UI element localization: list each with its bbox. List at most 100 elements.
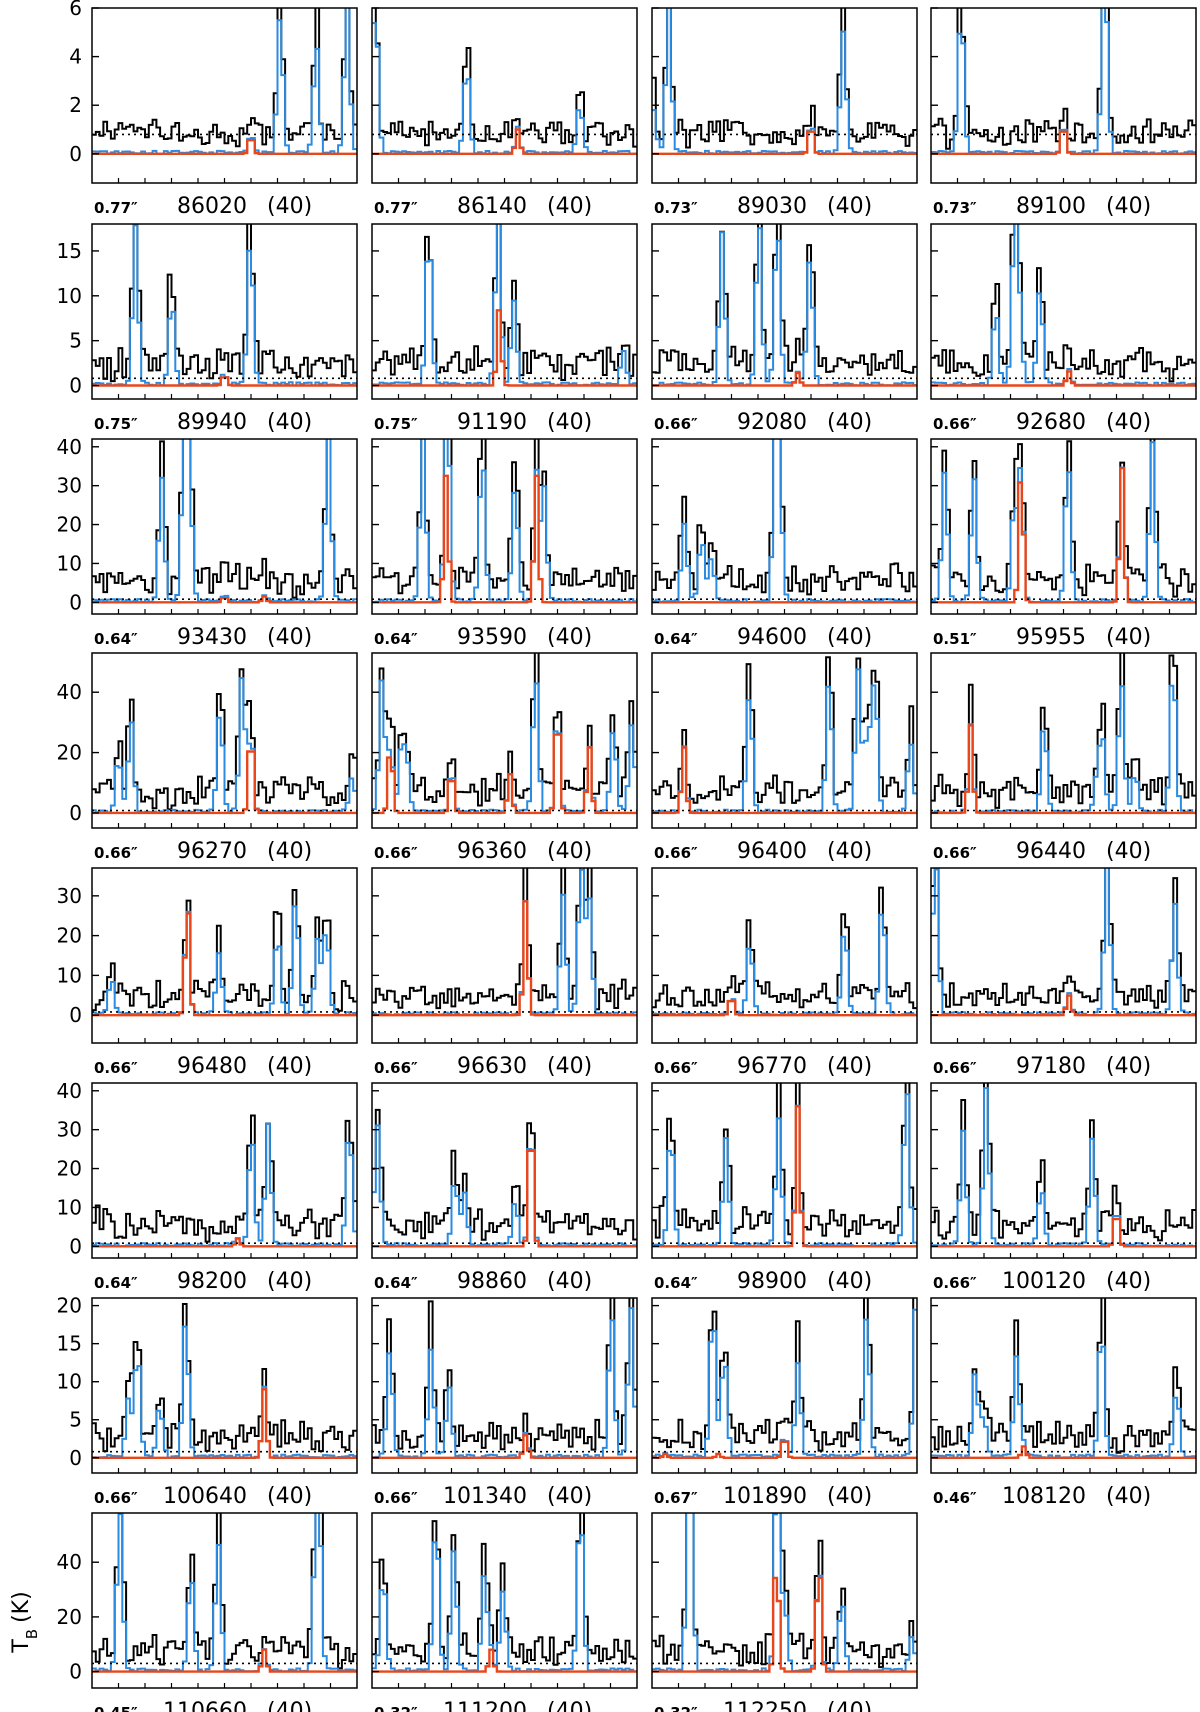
beam-size-label: 0.66″	[933, 415, 977, 433]
frequency-label: 101340	[443, 1484, 527, 1509]
velocity-range-label: (40)	[547, 1484, 592, 1509]
molecule-model-spectrum-line	[372, 1149, 637, 1248]
spectrum-panel: 0.66″ 96400 (40)	[651, 652, 918, 864]
spectrum-panel: 0 5 10 15 0.75″ 89940 (40)	[57, 223, 358, 435]
frequency-label: 96480	[177, 1054, 247, 1079]
spectrum-panel: 0.66″ 96440 (40)	[930, 652, 1197, 864]
observed-spectrum-line	[931, 8, 1196, 150]
frequency-label: 86020	[177, 194, 247, 219]
panel-frame	[91, 7, 358, 184]
panel-traces	[931, 1298, 1196, 1459]
velocity-range-label: (40)	[267, 194, 312, 219]
observed-spectrum-line	[652, 1083, 917, 1239]
spectrum-panel: 0.66″ 92080 (40)	[651, 223, 918, 435]
beam-size-label: 0.45″	[94, 1704, 138, 1712]
panel-traces	[931, 439, 1196, 604]
y-tick-label: 10	[57, 551, 82, 575]
frequency-label: 93430	[177, 625, 247, 650]
full-model-spectrum-line	[652, 1308, 917, 1459]
frequency-label: 97180	[1016, 1054, 1086, 1079]
velocity-range-label: (40)	[827, 1054, 872, 1079]
y-tick-label: 15	[57, 239, 82, 263]
panel-traces	[931, 868, 1196, 1017]
frequency-label: 96360	[457, 839, 527, 864]
molecule-model-spectrum-line	[92, 139, 357, 155]
molecule-model-spectrum-line	[92, 595, 357, 604]
spectrum-panel: 0 10 20 30 0.66″ 96480 (40)	[57, 867, 358, 1079]
y-tick-label: 0	[69, 1003, 82, 1027]
molecule-model-spectrum-line	[92, 1388, 357, 1459]
velocity-range-label: (40)	[547, 839, 592, 864]
spectrum-panel: 0.66″ 100120 (40)	[930, 1082, 1197, 1294]
full-model-spectrum-line	[92, 8, 357, 155]
observed-spectrum-line	[372, 868, 637, 1011]
velocity-range-label: (40)	[1106, 1054, 1151, 1079]
y-tick-label: 0	[69, 590, 82, 614]
spectrum-panel: 0.66″ 97180 (40)	[930, 867, 1197, 1079]
beam-size-label: 0.66″	[654, 844, 698, 862]
panel-frame	[91, 867, 358, 1044]
velocity-range-label: (40)	[267, 625, 312, 650]
observed-spectrum-line	[652, 886, 917, 1010]
spectrum-panel: 0.66″ 96770 (40)	[651, 867, 918, 1079]
velocity-range-label: (40)	[547, 410, 592, 435]
velocity-range-label: (40)	[267, 410, 312, 435]
observed-spectrum-line	[931, 1298, 1196, 1454]
observed-spectrum-line	[931, 224, 1196, 383]
velocity-range-label: (40)	[547, 1054, 592, 1079]
beam-size-label: 0.77″	[374, 199, 418, 217]
observed-spectrum-line	[92, 1513, 357, 1670]
full-model-spectrum-line	[92, 439, 357, 604]
spectrum-panel: 0.67″ 101890 (40)	[651, 1297, 918, 1509]
frequency-label: 100640	[163, 1484, 247, 1509]
frequency-label: 96630	[457, 1054, 527, 1079]
panel-traces	[652, 886, 917, 1017]
frequency-label: 111200	[443, 1699, 527, 1712]
spectrum-panel: 0.75″ 91190 (40)	[371, 223, 638, 435]
panel-traces	[372, 653, 637, 815]
frequency-label: 96400	[737, 839, 807, 864]
observed-spectrum-line	[92, 439, 357, 599]
beam-size-label: 0.64″	[374, 630, 418, 648]
panel-traces	[372, 224, 637, 387]
velocity-range-label: (40)	[267, 1699, 312, 1712]
full-model-spectrum-line	[92, 1122, 357, 1248]
observed-spectrum-line	[372, 1298, 637, 1452]
frequency-label: 86140	[457, 194, 527, 219]
molecule-model-spectrum-line	[652, 1576, 917, 1673]
beam-size-label: 0.77″	[94, 199, 138, 217]
spectrum-panel: 0.73″ 89030 (40)	[651, 7, 918, 219]
molecule-model-spectrum-line	[92, 750, 357, 815]
panel-traces	[652, 8, 917, 155]
y-tick-label: 40	[57, 1550, 82, 1574]
panel-traces	[92, 1513, 357, 1673]
molecule-model-spectrum-line	[652, 746, 917, 815]
beam-size-label: 0.73″	[933, 199, 977, 217]
molecule-model-spectrum-line	[92, 912, 357, 1017]
velocity-range-label: (40)	[1106, 194, 1151, 219]
molecule-model-spectrum-line	[931, 994, 1196, 1017]
velocity-range-label: (40)	[267, 1054, 312, 1079]
frequency-label: 92680	[1016, 410, 1086, 435]
panel-traces	[92, 668, 357, 815]
spectrum-panel: 0 5 10 15 20 0.66″ 100640 (40)	[57, 1294, 358, 1509]
spectrum-panel: 0.66″ 92680 (40)	[930, 223, 1197, 435]
y-tick-label: 10	[57, 1370, 82, 1394]
full-model-spectrum-line	[931, 8, 1196, 155]
panel-frame	[91, 438, 358, 615]
observed-spectrum-line	[92, 1303, 357, 1453]
beam-size-label: 0.46″	[933, 1489, 977, 1507]
frequency-label: 93590	[457, 625, 527, 650]
y-tick-label: 30	[57, 1118, 82, 1142]
frequency-label: 96770	[737, 1054, 807, 1079]
beam-size-label: 0.64″	[654, 630, 698, 648]
frequency-label: 112250	[723, 1699, 807, 1712]
y-tick-label: 10	[57, 284, 82, 308]
panel-traces	[931, 1083, 1196, 1248]
frequency-label: 89940	[177, 410, 247, 435]
panel-frame	[91, 223, 358, 400]
panel-frame	[371, 1082, 638, 1259]
y-tick-label: 10	[57, 963, 82, 987]
panel-frame	[91, 1297, 358, 1474]
y-tick-label: 0	[69, 1446, 82, 1470]
